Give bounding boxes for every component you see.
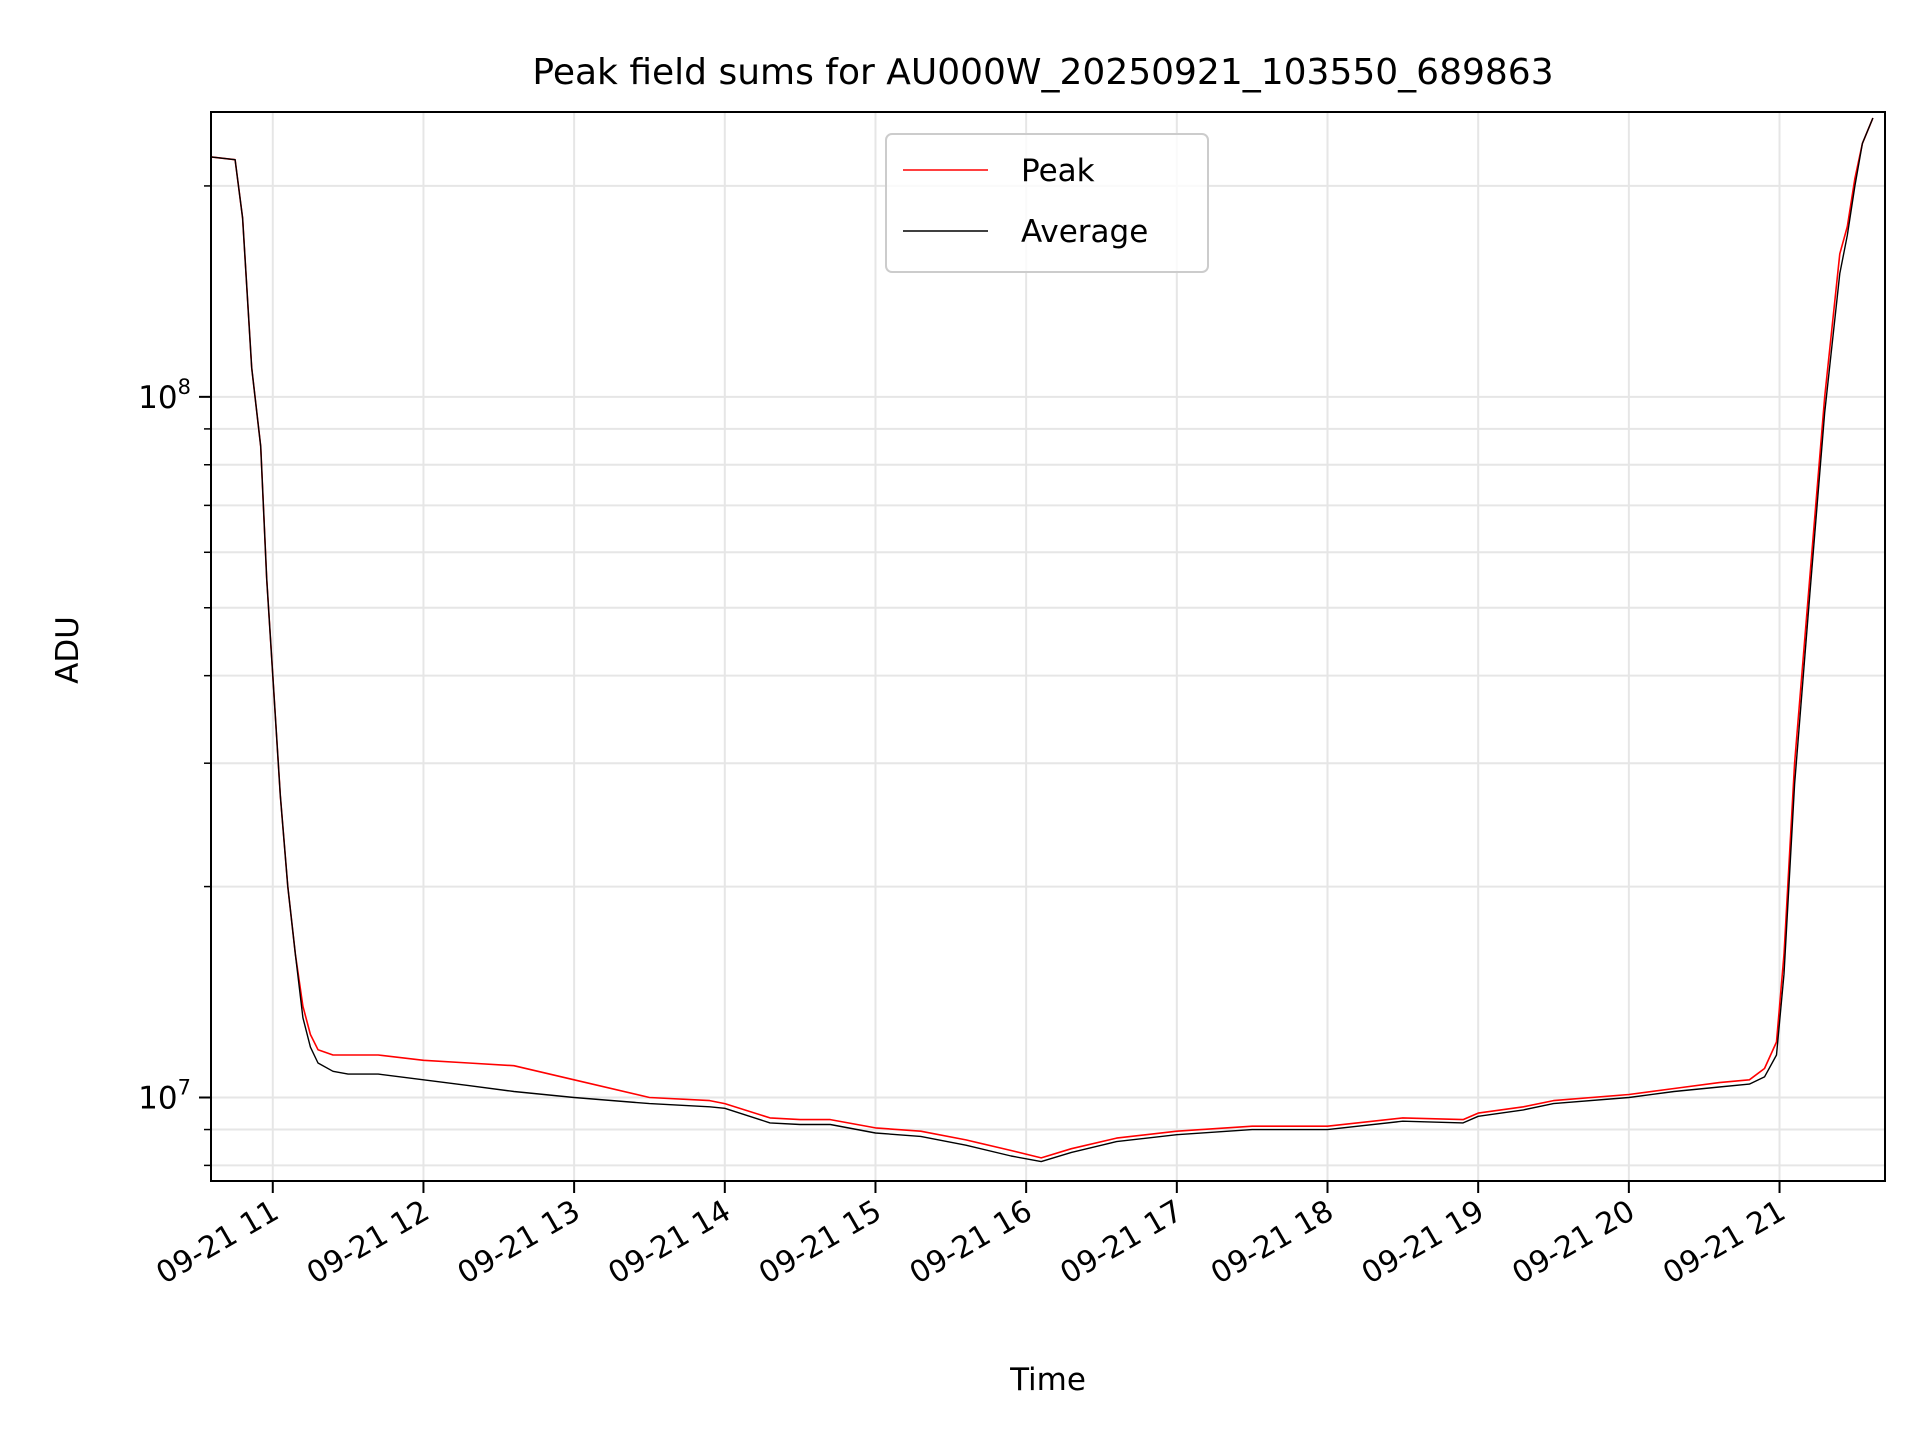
y-axis-ticks: 107 108 [138,185,211,1167]
legend-peak-label: Peak [1021,153,1095,189]
y-axis-label: ADU [50,616,86,684]
chart-title: Peak field sums for AU000W_20250921_1035… [532,52,1553,93]
legend-average-label: Average [1021,214,1148,250]
legend-box [885,133,1209,273]
plot-series [210,117,1874,1163]
y-tick-label: 108 [138,375,191,416]
series-line-average [210,117,1874,1163]
plot-frame [210,111,1886,1182]
y-tick-label: 107 [138,1075,191,1116]
legend: Peak Average [885,133,1209,273]
x-axis-label: Time [1009,1362,1086,1398]
